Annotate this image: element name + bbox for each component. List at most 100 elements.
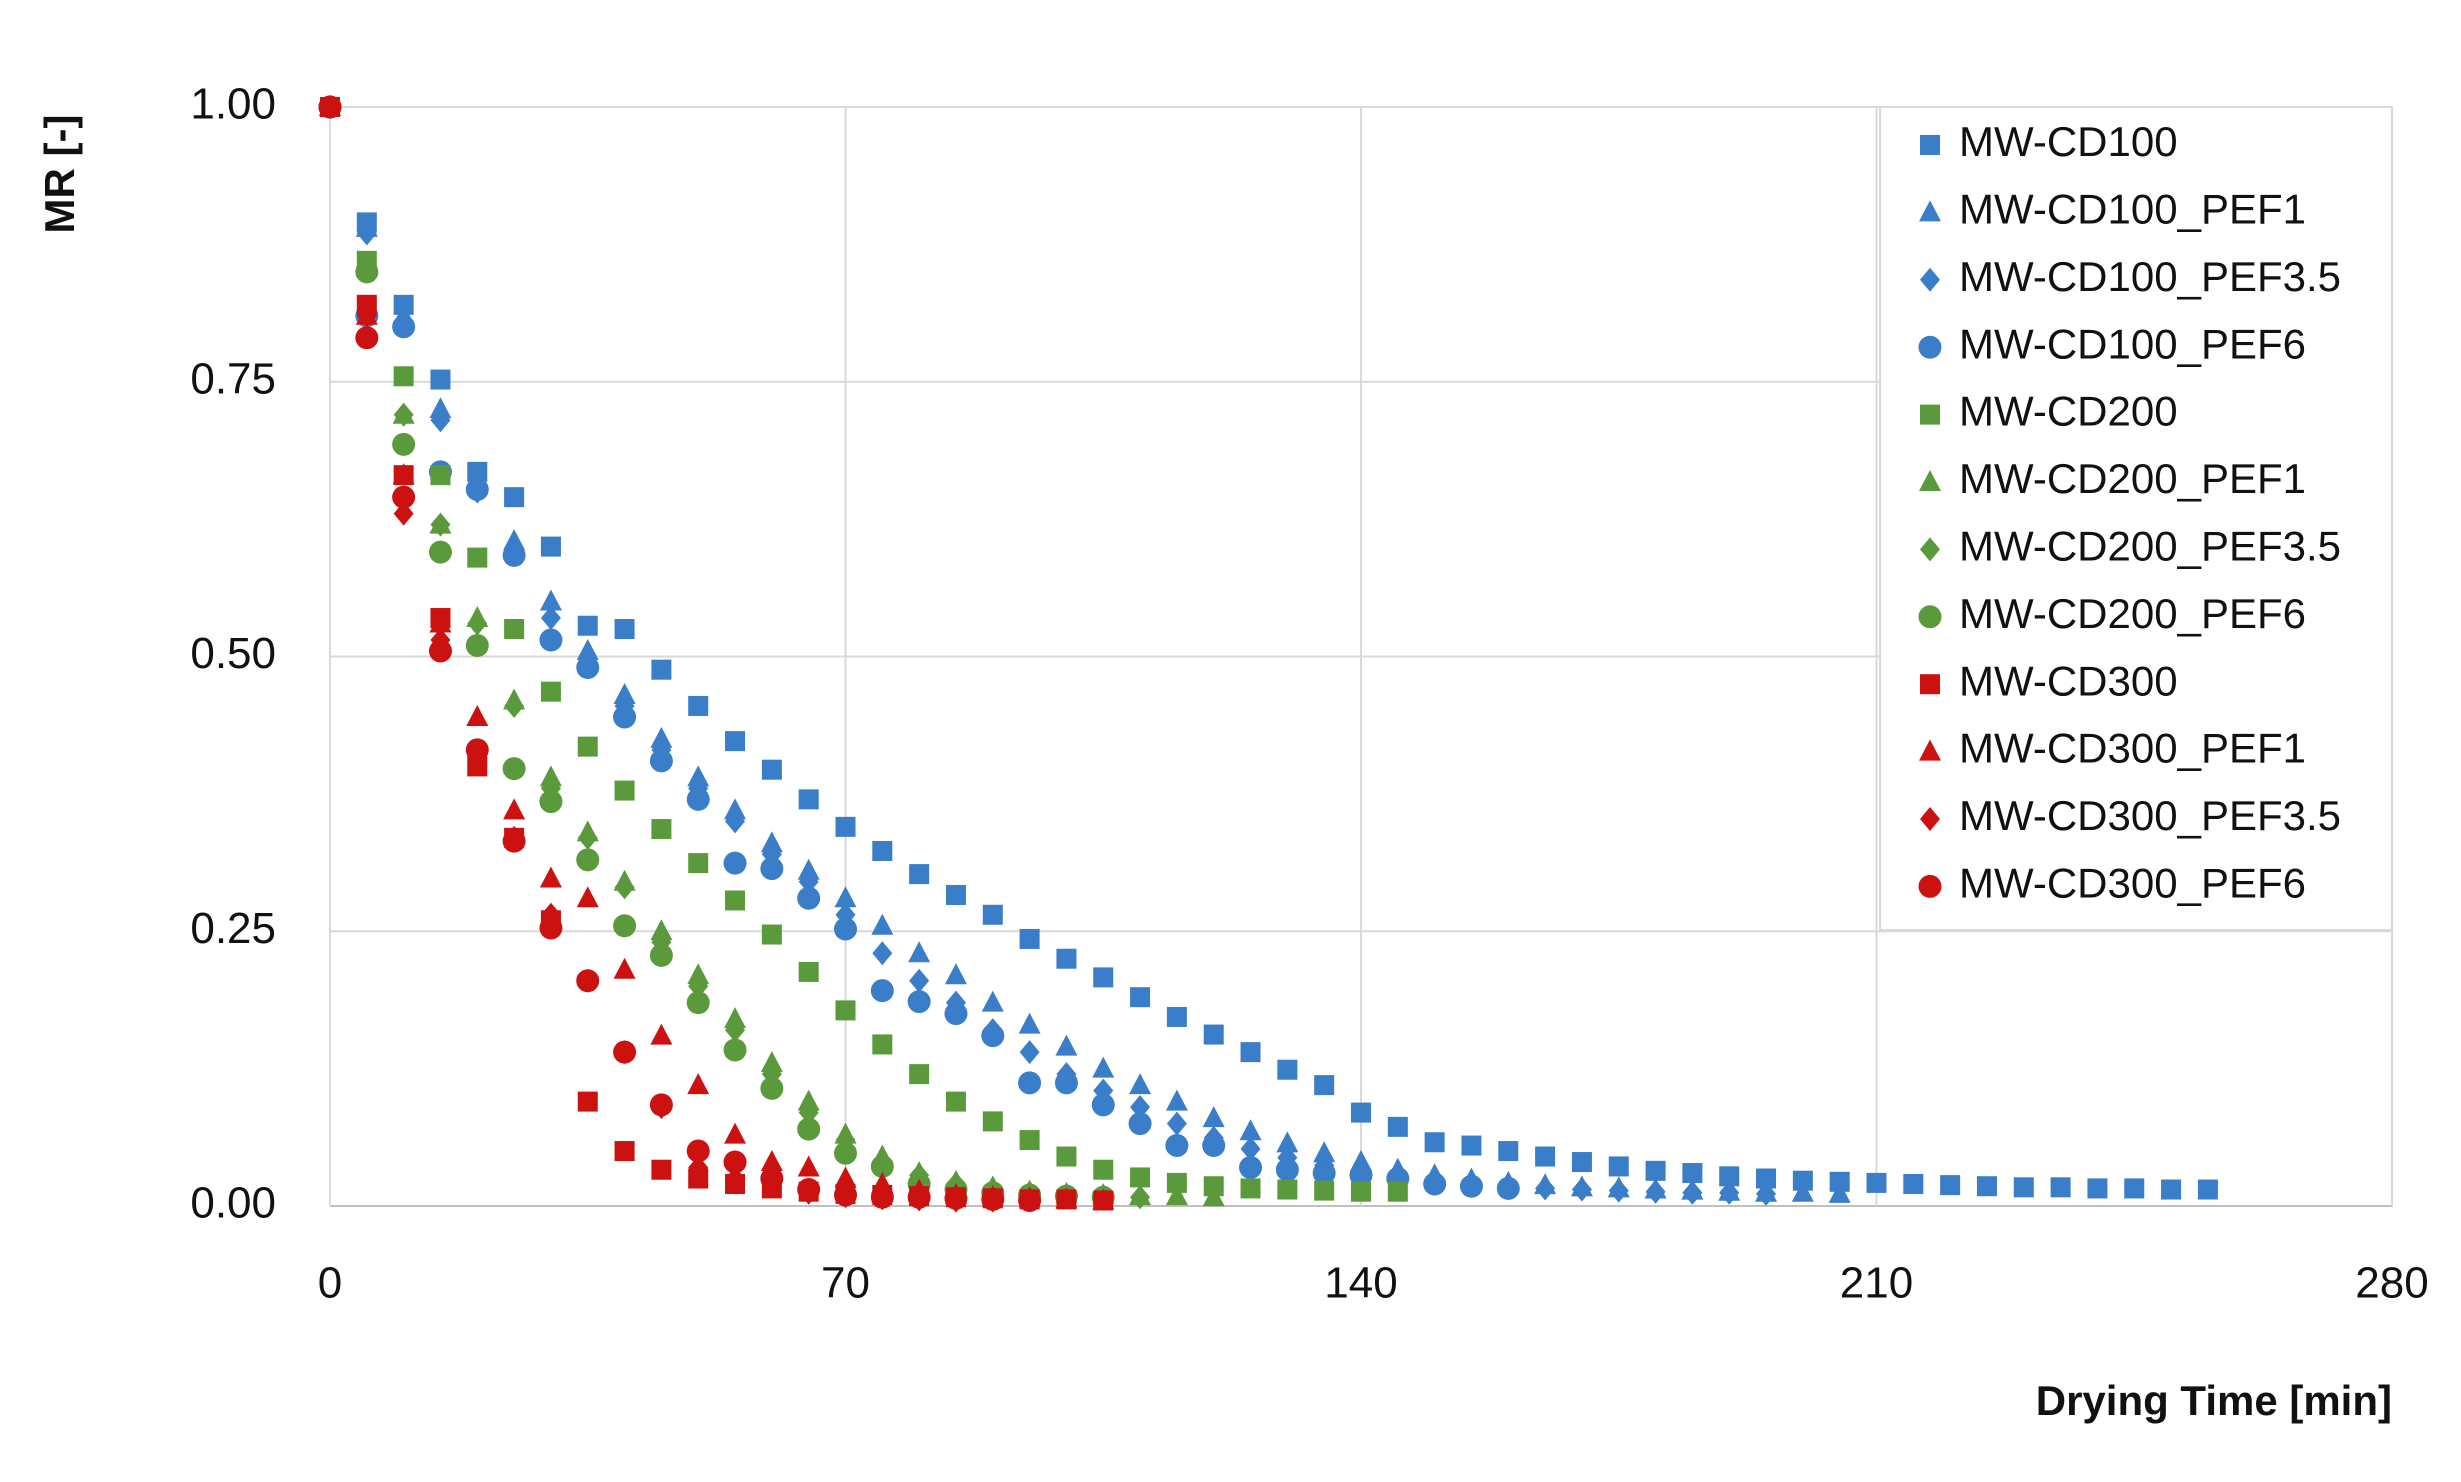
marker	[1202, 1134, 1226, 1158]
marker	[1165, 1184, 1188, 1206]
marker	[651, 659, 672, 680]
legend-marker	[1920, 404, 1940, 425]
legend-marker	[1919, 200, 1941, 222]
legend-label: MW-CD200_PEF1	[1959, 455, 2306, 502]
y-tick-label: 0.00	[190, 1179, 276, 1228]
marker	[614, 619, 635, 640]
legend-marker	[1920, 537, 1940, 562]
marker	[982, 1111, 1003, 1132]
legend-label: MW-CD300_PEF3.5	[1959, 792, 2341, 839]
marker	[539, 765, 562, 787]
marker	[393, 501, 414, 526]
marker	[723, 1150, 747, 1174]
marker	[1055, 1034, 1078, 1056]
marker	[797, 858, 820, 880]
marker	[577, 1091, 598, 1112]
x-tick-label: 70	[821, 1259, 870, 1308]
marker	[872, 941, 893, 966]
marker	[1129, 1073, 1152, 1095]
marker	[1240, 1042, 1261, 1063]
marker	[981, 1187, 1005, 1211]
marker	[504, 693, 525, 718]
marker	[356, 303, 377, 328]
marker	[760, 1150, 783, 1172]
marker	[430, 465, 451, 486]
marker	[1571, 1177, 1592, 1202]
marker	[465, 477, 489, 501]
x-tick-label: 0	[318, 1259, 342, 1308]
marker	[688, 974, 709, 999]
marker	[798, 1100, 819, 1125]
marker	[1130, 1095, 1151, 1120]
marker	[760, 831, 783, 853]
y-tick-label: 1.00	[190, 80, 276, 129]
marker	[429, 397, 452, 419]
x-tick-label: 210	[1840, 1259, 1913, 1308]
marker	[539, 589, 562, 611]
marker	[613, 1040, 637, 1064]
marker	[503, 798, 526, 820]
series	[318, 95, 1520, 1200]
marker	[1719, 1166, 1740, 1187]
marker	[576, 886, 599, 908]
marker	[504, 619, 525, 640]
legend-marker	[1919, 739, 1941, 761]
marker	[392, 463, 415, 485]
marker	[1056, 948, 1077, 969]
marker	[724, 1122, 747, 1144]
marker	[797, 1117, 821, 1141]
marker	[760, 1076, 784, 1100]
series	[320, 95, 1003, 1213]
marker	[761, 759, 782, 780]
legend-label: MW-CD300_PEF1	[1959, 725, 2306, 772]
marker	[1498, 1141, 1519, 1162]
marker	[1423, 1172, 1447, 1196]
marker	[1018, 1071, 1042, 1095]
marker	[1018, 1189, 1042, 1213]
marker	[1093, 967, 1114, 988]
series	[318, 95, 1042, 1213]
marker	[725, 1166, 746, 1191]
x-tick-label: 280	[2355, 1259, 2428, 1308]
marker	[1535, 1146, 1556, 1167]
marker	[1240, 1178, 1261, 1199]
marker	[1093, 1159, 1114, 1180]
marker	[945, 884, 966, 905]
marker	[649, 1093, 673, 1117]
marker	[613, 682, 636, 704]
marker	[430, 369, 451, 390]
marker	[909, 1064, 930, 1085]
marker	[1756, 1168, 1777, 1189]
marker	[723, 851, 747, 875]
marker	[944, 1002, 968, 1026]
marker	[798, 869, 819, 894]
marker	[355, 326, 379, 350]
marker	[1535, 1176, 1556, 1201]
marker	[1903, 1174, 1924, 1195]
marker	[428, 639, 452, 663]
marker	[2087, 1178, 2108, 1199]
marker	[688, 695, 709, 716]
marker	[1461, 1135, 1482, 1156]
marker	[614, 1141, 635, 1162]
marker	[688, 1155, 709, 1180]
marker	[576, 848, 600, 872]
legend-marker	[1918, 335, 1942, 359]
marker	[1202, 1106, 1225, 1128]
marker	[502, 757, 526, 781]
marker	[1682, 1180, 1703, 1205]
marker	[540, 536, 561, 557]
marker	[613, 914, 637, 938]
marker	[1571, 1152, 1592, 1173]
marker	[318, 95, 342, 119]
marker	[650, 1023, 673, 1045]
marker	[1277, 1059, 1298, 1080]
marker	[834, 1141, 857, 1165]
legend-label: MW-CD100_PEF1	[1959, 185, 2306, 232]
marker	[909, 864, 930, 885]
marker	[724, 1007, 747, 1029]
marker	[1019, 1040, 1040, 1065]
marker	[686, 787, 710, 811]
y-tick-label: 0.25	[190, 904, 276, 953]
legend-label: MW-CD200	[1959, 388, 2178, 435]
